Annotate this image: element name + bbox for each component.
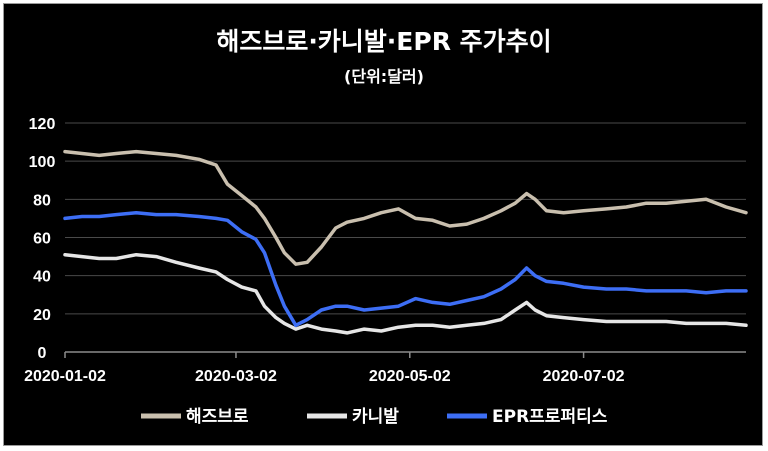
legend-label-carnival: 카니발 xyxy=(352,407,399,427)
series-lines xyxy=(63,149,748,335)
y-tick-label: 40 xyxy=(33,269,51,286)
series-line-hasbro xyxy=(63,149,748,266)
chart-svg: 해즈브로·카니발·EPR 주가추이 (단위:달러) 0 20 40 60 80 100 12… xyxy=(24,27,748,427)
legend-label-epr: EPR프로퍼티스 xyxy=(492,407,608,427)
legend-label-hasbro: 해즈브로 xyxy=(186,407,249,427)
x-tick-label: 2020-01-02 xyxy=(24,368,106,385)
x-tick-label: 2020-05-02 xyxy=(369,368,451,385)
x-tick-label: 2020-07-02 xyxy=(543,368,625,385)
chart-subtitle: (단위:달러) xyxy=(344,67,424,86)
y-tick-label: 120 xyxy=(29,116,56,133)
y-tick-label: 80 xyxy=(33,192,51,209)
legend: 해즈브로 카니발 EPR프로퍼티스 xyxy=(141,407,608,427)
grid-lines xyxy=(65,122,746,315)
chart-title: 해즈브로·카니발·EPR 주가추이 xyxy=(216,27,551,56)
series-line-epr xyxy=(63,210,748,328)
axes: 0 20 40 60 80 100 120 2020-01-02 2020-03-02 2020-… xyxy=(24,116,746,385)
series-line-carnival xyxy=(63,252,748,335)
y-tick-label: 60 xyxy=(33,231,51,248)
y-tick-label: 20 xyxy=(33,307,51,324)
y-tick-label: 0 xyxy=(38,345,47,362)
chart-frame: 해즈브로·카니발·EPR 주가추이 (단위:달러) 0 20 40 60 80 100 12… xyxy=(3,3,763,446)
x-tick-label: 2020-03-02 xyxy=(195,368,277,385)
y-tick-label: 100 xyxy=(29,154,56,171)
